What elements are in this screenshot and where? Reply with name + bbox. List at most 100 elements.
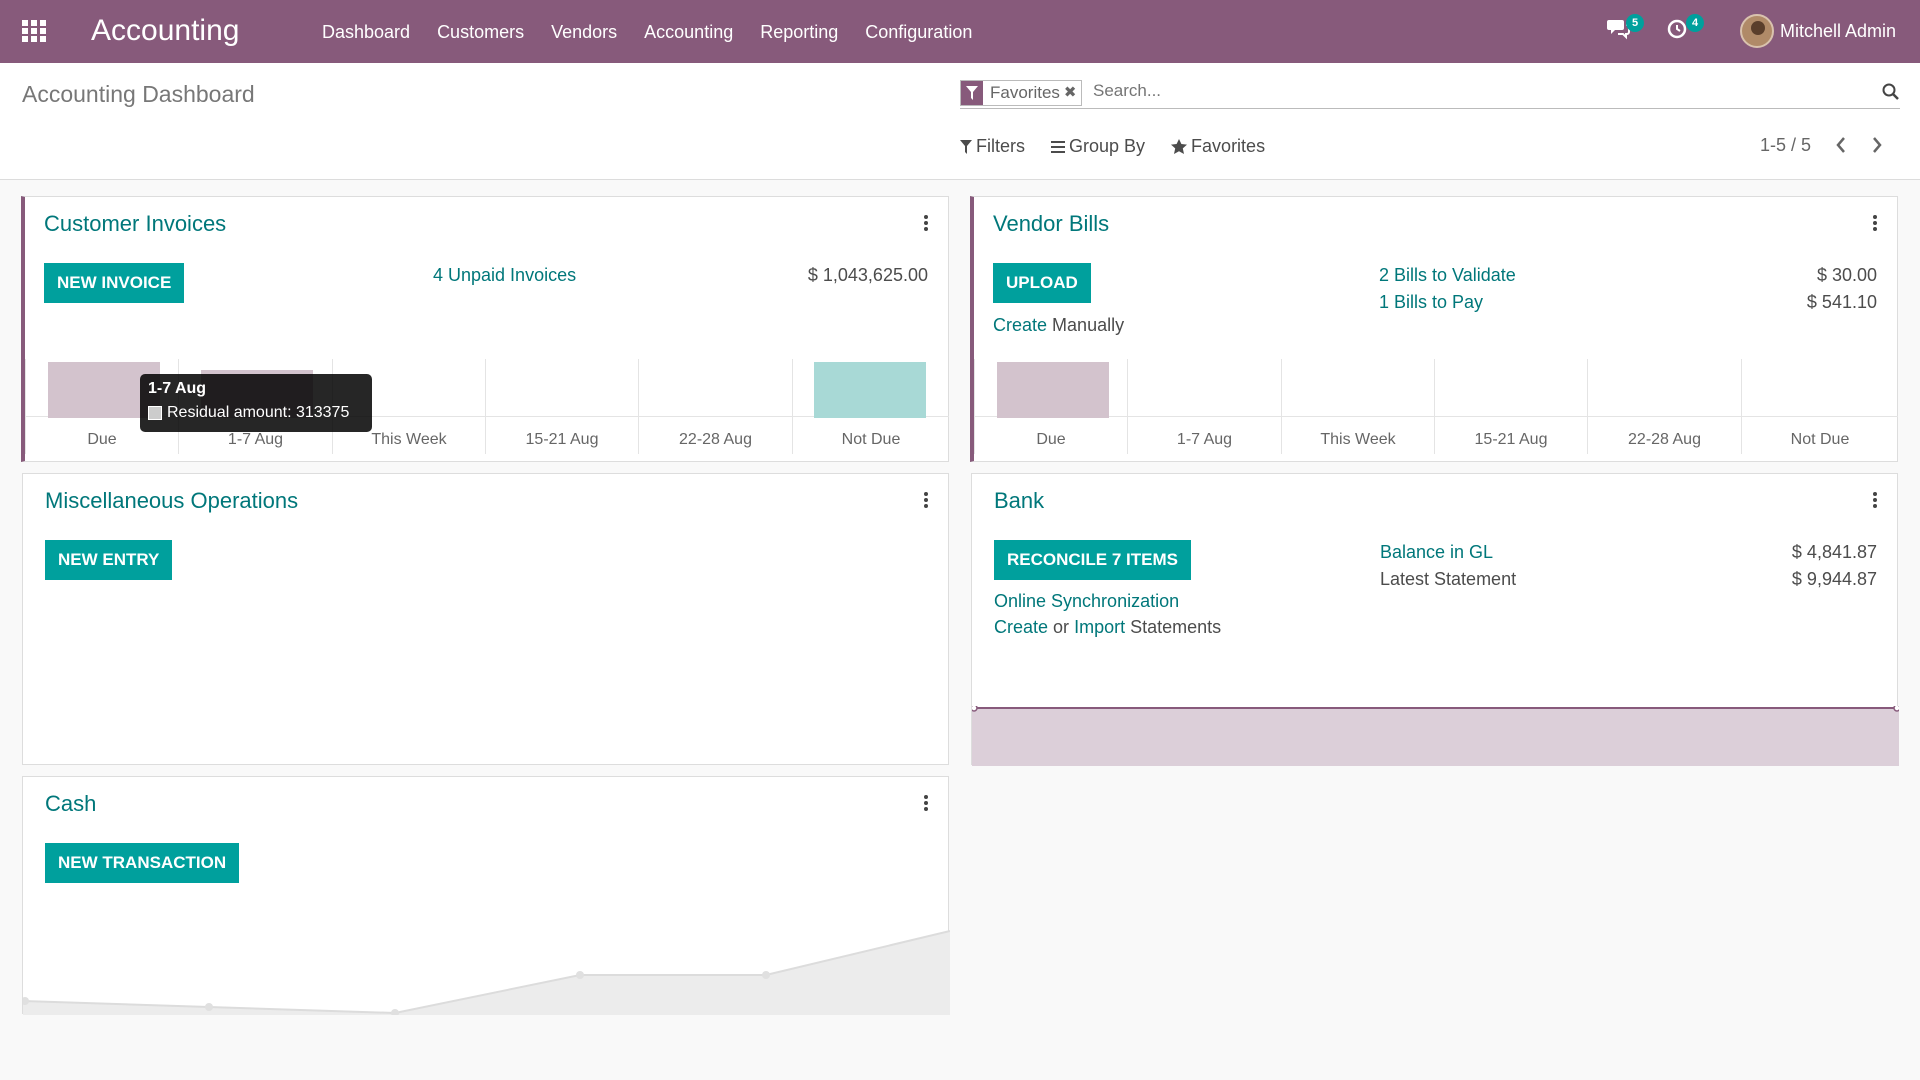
chart-column: 15-21 Aug <box>485 359 638 454</box>
chart-column: 15-21 Aug <box>1434 359 1587 454</box>
chart-label: 1-7 Aug <box>227 431 284 448</box>
groupby-button[interactable]: Group By <box>1051 136 1145 157</box>
chart-label: This Week <box>371 431 447 448</box>
kebab-menu-icon[interactable] <box>1873 492 1877 508</box>
chart-column: Not Due <box>792 359 949 454</box>
control-panel: Accounting Dashboard Favorites ✖ Filters… <box>0 63 1920 180</box>
chart-column: 22-28 Aug <box>1587 359 1741 454</box>
chevron-right-icon[interactable] <box>1870 135 1884 155</box>
bills-to-pay-link[interactable]: 1 Bills to Pay <box>1379 292 1484 312</box>
create-import-statements: Create or Import Statements <box>994 617 1221 638</box>
balance-amount: $ 4,841.87 <box>1791 542 1877 562</box>
page-title: Accounting Dashboard <box>22 81 255 107</box>
create-manually: Create Manually <box>993 315 1124 336</box>
vendor-bills-card: Vendor Bills UPLOAD Create Manually 2 Bi… <box>970 196 1898 462</box>
kebab-menu-icon[interactable] <box>924 215 928 231</box>
menu-customers[interactable]: Customers <box>437 22 525 42</box>
chart-bar-not-due[interactable] <box>814 362 926 418</box>
search-facet: Favorites ✖ <box>960 80 1082 106</box>
card-title[interactable]: Bank <box>994 488 1045 513</box>
chart-label: 1-7 Aug <box>1176 431 1233 448</box>
cash-card: Cash NEW TRANSACTION <box>22 776 950 1015</box>
card-title[interactable]: Miscellaneous Operations <box>45 488 299 513</box>
or-text: or <box>1053 617 1070 637</box>
remove-facet-icon[interactable]: ✖ <box>1063 84 1077 101</box>
new-entry-button[interactable]: NEW ENTRY <box>45 540 173 580</box>
misc-operations-card: Miscellaneous Operations NEW ENTRY <box>22 473 949 765</box>
groupby-label: Group By <box>1069 136 1146 156</box>
pay-amount: $ 541.10 <box>1806 292 1877 312</box>
menu-vendors[interactable]: Vendors <box>551 22 618 42</box>
user-menu[interactable]: Mitchell Admin <box>1740 13 1896 49</box>
facet-label: Favorites <box>990 83 1060 102</box>
unpaid-amount: $ 1,043,625.00 <box>807 265 928 285</box>
menu-dashboard[interactable]: Dashboard <box>322 22 411 42</box>
menu-configuration[interactable]: Configuration <box>865 22 973 42</box>
chart-bar-due[interactable] <box>997 362 1109 418</box>
create-link[interactable]: Create <box>993 315 1048 335</box>
clock-icon <box>1667 19 1687 39</box>
chart-label: This Week <box>1320 431 1396 448</box>
filters-button[interactable]: Filters <box>960 136 1025 157</box>
create-statement-link[interactable]: Create <box>994 617 1049 637</box>
bills-to-validate-link[interactable]: 2 Bills to Validate <box>1379 265 1516 285</box>
create-manually-text: Manually <box>1052 315 1125 335</box>
apps-menu-icon[interactable] <box>22 20 48 42</box>
funnel-icon <box>960 139 972 154</box>
chart-column: This Week <box>1281 359 1434 454</box>
online-sync-link[interactable]: Online Synchronization <box>994 591 1180 611</box>
chart-label: Due <box>87 431 117 448</box>
messages-button[interactable]: 5 <box>1606 14 1644 45</box>
app-brand[interactable]: Accounting <box>91 14 240 47</box>
activities-button[interactable]: 4 <box>1666 14 1704 45</box>
new-invoice-button[interactable]: NEW INVOICE <box>44 263 185 303</box>
balance-in-gl-link[interactable]: Balance in GL <box>1380 542 1494 562</box>
pager-value[interactable]: 1-5 / 5 <box>1760 135 1812 155</box>
kebab-menu-icon[interactable] <box>1873 215 1877 231</box>
menu-accounting[interactable]: Accounting <box>644 22 734 42</box>
upload-button[interactable]: UPLOAD <box>993 263 1091 303</box>
chart-label: 22-28 Aug <box>1628 431 1701 448</box>
user-name: Mitchell Admin <box>1780 20 1897 41</box>
chart-label: Not Due <box>841 431 901 448</box>
latest-amount: $ 9,944.87 <box>1791 569 1877 589</box>
unpaid-invoices-link[interactable]: 4 Unpaid Invoices <box>433 265 577 285</box>
avatar <box>1740 14 1774 48</box>
chart-column: 1-7 Aug <box>1127 359 1281 454</box>
validate-amount: $ 30.00 <box>1816 265 1877 285</box>
card-title[interactable]: Customer Invoices <box>44 211 227 236</box>
statements-text: Statements <box>1130 617 1222 637</box>
new-transaction-button[interactable]: NEW TRANSACTION <box>45 843 240 883</box>
card-title[interactable]: Vendor Bills <box>993 211 1110 236</box>
chart-column: 22-28 Aug <box>638 359 792 454</box>
chart-tooltip: 1-7 Aug Residual amount: 313375 <box>140 374 372 432</box>
card-title[interactable]: Cash <box>45 791 97 816</box>
chart-label: 15-21 Aug <box>525 431 599 448</box>
bank-balance-chart[interactable] <box>972 706 1899 766</box>
activities-badge: 4 <box>1686 14 1704 32</box>
chart-column: Not Due <box>1741 359 1898 454</box>
chart-label: 15-21 Aug <box>1474 431 1548 448</box>
bills-bar-chart[interactable]: Due 1-7 Aug This Week 15-21 Aug 22-28 Au… <box>974 359 1898 454</box>
search-input[interactable] <box>1093 81 1693 101</box>
favorites-button[interactable]: Favorites <box>1171 136 1265 157</box>
star-icon <box>1171 138 1188 154</box>
cash-line-chart[interactable] <box>23 907 950 1015</box>
tooltip-title: 1-7 Aug <box>148 380 207 397</box>
chevron-left-icon[interactable] <box>1834 135 1848 155</box>
latest-statement-label: Latest Statement <box>1380 569 1517 589</box>
main-menu: Dashboard Customers Vendors Accounting R… <box>322 21 999 43</box>
filters-label: Filters <box>976 136 1025 156</box>
search-options: Filters Group By Favorites <box>960 136 1291 157</box>
import-statement-link[interactable]: Import <box>1074 617 1126 637</box>
messages-badge: 5 <box>1626 14 1644 32</box>
bars-icon <box>1051 140 1065 153</box>
kebab-menu-icon[interactable] <box>924 795 928 811</box>
bank-card: Bank RECONCILE 7 ITEMS Online Synchroniz… <box>971 473 1899 766</box>
search-icon[interactable] <box>1882 83 1900 101</box>
funnel-icon <box>961 81 983 105</box>
chart-column: Due <box>974 359 1127 454</box>
menu-reporting[interactable]: Reporting <box>760 22 839 42</box>
kebab-menu-icon[interactable] <box>924 492 928 508</box>
reconcile-button[interactable]: RECONCILE 7 ITEMS <box>994 540 1191 580</box>
